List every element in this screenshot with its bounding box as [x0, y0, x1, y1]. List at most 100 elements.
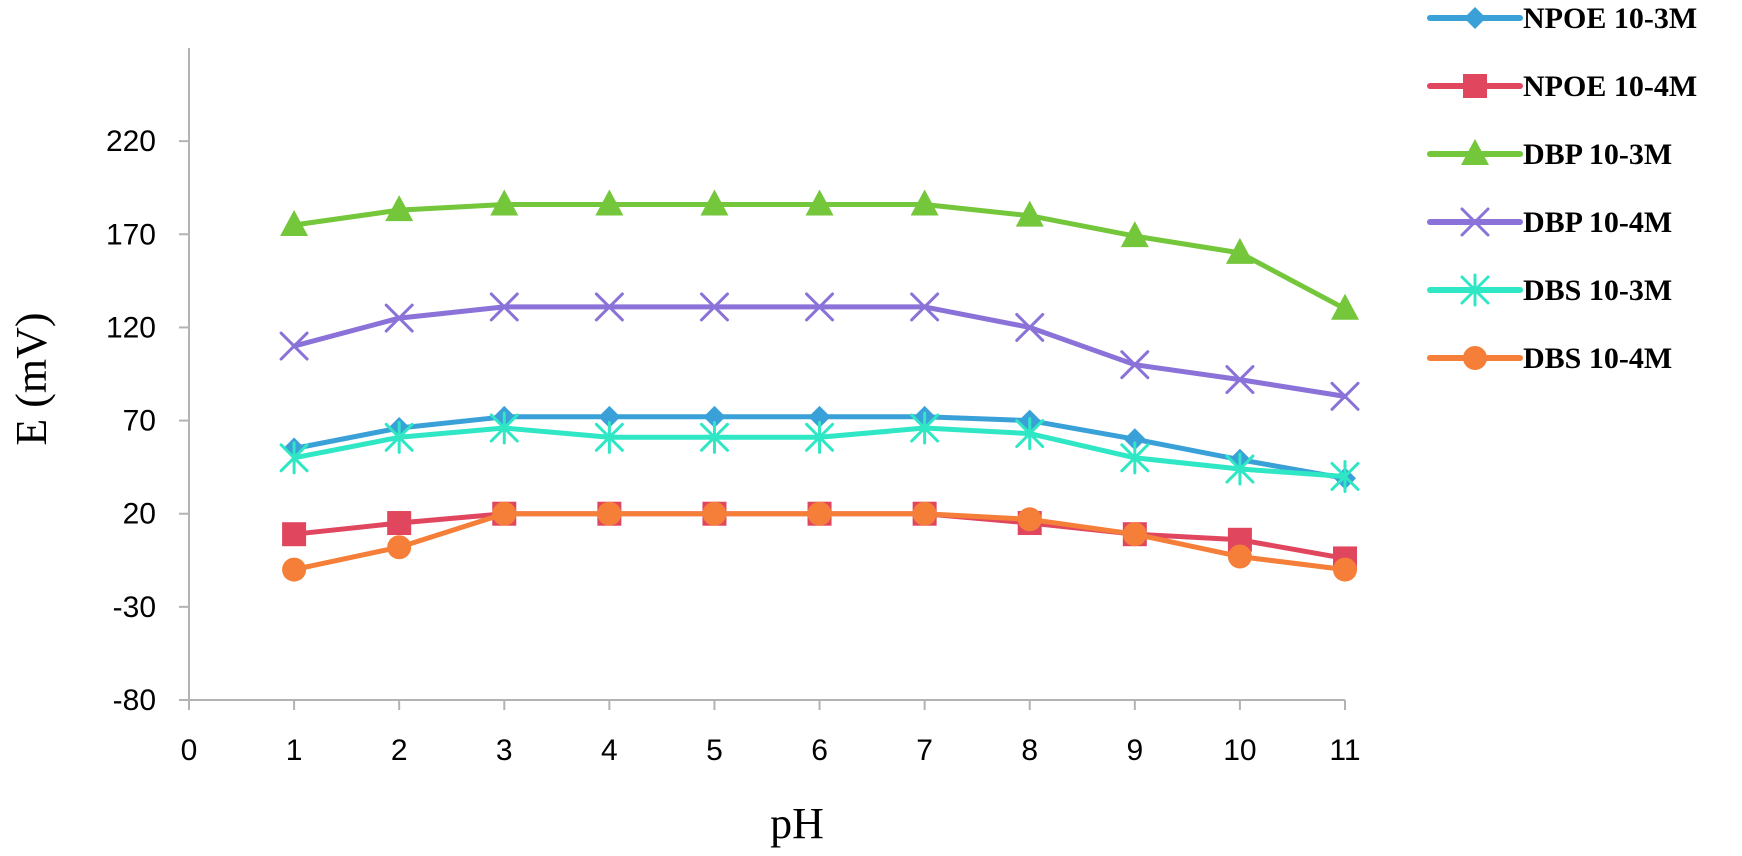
data-point-dbs-10-3m: [805, 420, 835, 454]
data-point-dbp-10-3m: [1331, 293, 1359, 320]
x-tick-label: 7: [916, 734, 933, 767]
data-point-npoe-10-4m: [282, 522, 307, 547]
data-point-dbp-10-3m: [385, 195, 414, 222]
legend-marker: [1463, 74, 1487, 98]
legend-item-dbs-10-4m: DBS 10-4M: [1427, 342, 1672, 375]
legend-item-dbp-10-4m: DBP 10-4M: [1427, 206, 1672, 239]
x-tick-label: 1: [286, 734, 303, 767]
data-point-dbp-10-3m: [490, 189, 519, 216]
series-line-dbp-10-3m: [291, 202, 1348, 312]
tick-labels: -80 -30 20 70 120 170 220 0 1 2 3 4 5 6 7 8 9 10 11: [106, 125, 1361, 767]
data-point-dbs-10-3m: [489, 411, 519, 445]
y-tick-label: 20: [123, 498, 156, 531]
legend-label: NPOE 10-4M: [1523, 70, 1697, 103]
data-point-dbp-10-4m: [1120, 350, 1150, 380]
legend-item-dbs-10-3m: DBS 10-3M: [1427, 273, 1672, 307]
data-point-dbp-10-4m: [279, 331, 309, 361]
x-axis-title: pH: [770, 799, 824, 848]
legend-item-npoe-10-4m: NPOE 10-4M: [1427, 70, 1697, 103]
data-point-dbs-10-4m: [492, 501, 517, 526]
legend-label: NPOE 10-3M: [1523, 2, 1697, 35]
legend-item-npoe-10-3m: NPOE 10-3M: [1427, 2, 1697, 35]
data-point-dbs-10-4m: [807, 501, 832, 526]
y-tick-label: 70: [123, 405, 156, 438]
data-point-dbs-10-4m: [1227, 544, 1252, 569]
x-tick-label: 4: [601, 734, 618, 767]
legend-label: DBP 10-4M: [1523, 206, 1672, 239]
legend-label: DBS 10-4M: [1523, 342, 1672, 375]
series-line-dbp-10-4m: [291, 304, 1348, 399]
data-point-dbp-10-3m: [280, 209, 309, 236]
data-point-dbp-10-3m: [700, 189, 729, 216]
data-point-dbs-10-3m: [1330, 459, 1360, 493]
data-point-dbp-10-3m: [805, 189, 834, 216]
data-point-dbs-10-4m: [597, 501, 622, 526]
legend-marker: [1461, 139, 1489, 165]
data-point-dbp-10-4m: [384, 303, 414, 333]
data-point-dbs-10-4m: [1122, 522, 1147, 547]
x-tick-label: 9: [1126, 734, 1143, 767]
series-dbp-10-4m: [279, 292, 1360, 411]
data-point-npoe-10-3m: [808, 405, 831, 428]
x-tick-label: 5: [706, 734, 723, 767]
series-dbs-10-4m: [282, 501, 1357, 582]
data-point-dbs-10-3m: [1225, 452, 1255, 486]
series-group: [279, 189, 1360, 582]
y-tick-label: 170: [106, 218, 156, 251]
legend-label: DBS 10-3M: [1523, 274, 1672, 307]
x-tick-label: 3: [496, 734, 513, 767]
data-point-dbs-10-3m: [594, 420, 624, 454]
x-tick-label: 10: [1223, 734, 1256, 767]
legend-marker: [1464, 7, 1486, 29]
legend-marker: [1460, 273, 1490, 307]
x-tick-label: 2: [391, 734, 408, 767]
legend-marker: [1460, 207, 1490, 237]
data-point-dbs-10-4m: [1333, 557, 1357, 582]
data-point-dbp-10-4m: [1015, 312, 1045, 342]
data-point-dbs-10-3m: [1120, 441, 1150, 475]
data-point-dbs-10-3m: [279, 441, 309, 475]
series-dbp-10-3m: [280, 189, 1359, 320]
data-point-dbp-10-4m: [1225, 365, 1255, 395]
data-point-dbp-10-3m: [910, 189, 939, 216]
y-axis-title: E (mV): [7, 312, 56, 445]
data-point-dbp-10-4m: [910, 292, 940, 322]
data-point-dbs-10-4m: [912, 501, 937, 526]
data-point-npoe-10-4m: [387, 511, 412, 536]
data-point-dbp-10-4m: [699, 292, 729, 322]
data-point-dbp-10-3m: [1015, 200, 1044, 227]
data-point-npoe-10-3m: [1123, 428, 1146, 451]
y-tick-label: 120: [106, 311, 156, 344]
series-dbs-10-3m: [279, 411, 1360, 493]
y-tick-label: -80: [113, 684, 156, 717]
data-point-dbs-10-4m: [282, 557, 307, 582]
x-tick-label: 6: [811, 734, 828, 767]
data-point-dbs-10-4m: [702, 501, 727, 526]
data-point-dbp-10-4m: [489, 292, 519, 322]
y-tick-label: -30: [113, 591, 156, 624]
x-tick-label: 11: [1329, 734, 1360, 767]
axes: [179, 48, 1346, 710]
x-tick-label: 0: [181, 734, 198, 767]
data-point-dbp-10-3m: [1120, 221, 1149, 248]
data-point-dbp-10-3m: [1225, 237, 1254, 264]
x-tick-label: 8: [1021, 734, 1038, 767]
data-point-dbp-10-4m: [805, 292, 835, 322]
data-point-dbp-10-3m: [595, 189, 624, 216]
data-point-dbs-10-3m: [910, 411, 940, 445]
data-point-npoe-10-3m: [703, 405, 726, 428]
data-point-dbp-10-4m: [594, 292, 624, 322]
data-point-npoe-10-3m: [598, 405, 621, 428]
y-tick-label: 220: [106, 125, 156, 158]
legend-marker: [1463, 346, 1487, 370]
data-point-dbs-10-3m: [1015, 417, 1045, 451]
legend-label: DBP 10-3M: [1523, 138, 1672, 171]
legend: NPOE 10-3M NPOE 10-4M DBP 10-3M DBP 10-4M DB…: [1427, 2, 1697, 375]
data-point-dbs-10-3m: [699, 420, 729, 454]
legend-item-dbp-10-3m: DBP 10-3M: [1427, 138, 1672, 171]
data-point-dbs-10-4m: [1017, 507, 1042, 532]
data-point-dbp-10-4m: [1330, 381, 1360, 411]
data-point-dbs-10-3m: [384, 420, 414, 454]
data-point-dbs-10-4m: [387, 535, 412, 560]
